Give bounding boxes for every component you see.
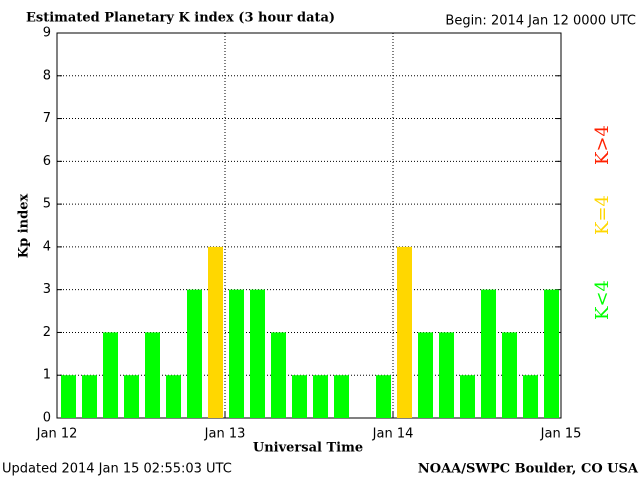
y-tick-label: 9 xyxy=(43,26,51,41)
x-tick-label: Jan 12 xyxy=(36,427,78,442)
bar xyxy=(103,332,118,418)
y-axis-label: Kp index xyxy=(17,194,32,259)
x-tick-label: Jan 13 xyxy=(204,427,246,442)
y-tick-label: 6 xyxy=(43,154,51,169)
y-tick-label: 4 xyxy=(43,239,51,254)
bar xyxy=(82,375,97,418)
y-tick-label: 7 xyxy=(43,111,51,126)
legend-entry: K<4 xyxy=(592,280,613,320)
bar xyxy=(292,375,307,418)
bar xyxy=(439,332,454,418)
bar xyxy=(397,246,412,418)
y-tick-label: 2 xyxy=(43,325,51,340)
bar xyxy=(145,332,160,418)
legend-entry: K>4 xyxy=(592,125,613,165)
bar xyxy=(250,289,265,418)
bar xyxy=(376,375,391,418)
bar xyxy=(502,332,517,418)
bar xyxy=(187,289,202,418)
y-tick-label: 8 xyxy=(43,68,51,83)
bar xyxy=(334,375,349,418)
bar xyxy=(481,289,496,418)
y-tick-label: 3 xyxy=(43,282,51,297)
bar xyxy=(418,332,433,418)
chart-title: Estimated Planetary K index (3 hour data… xyxy=(26,11,335,26)
legend-entry: K=4 xyxy=(592,195,613,235)
bar xyxy=(61,375,76,418)
bar xyxy=(166,375,181,418)
bar xyxy=(313,375,328,418)
x-tick-label: Jan 15 xyxy=(540,427,582,442)
x-axis-label: Universal Time xyxy=(253,441,363,456)
bar xyxy=(124,375,139,418)
bar xyxy=(523,375,538,418)
y-tick-label: 0 xyxy=(43,411,51,426)
bar xyxy=(208,246,223,418)
y-tick-label: 5 xyxy=(43,197,51,212)
plot-frame xyxy=(56,32,562,419)
y-tick-label: 1 xyxy=(43,368,51,383)
bar xyxy=(271,332,286,418)
x-tick-label: Jan 14 xyxy=(372,427,414,442)
bar xyxy=(544,289,559,418)
footer-right: NOAA/SWPC Boulder, CO USA xyxy=(418,462,639,477)
subtitle: Begin: 2014 Jan 12 0000 UTC xyxy=(445,14,636,29)
bar xyxy=(229,289,244,418)
bar xyxy=(460,375,475,418)
footer-left: Updated 2014 Jan 15 02:55:03 UTC xyxy=(2,462,232,477)
